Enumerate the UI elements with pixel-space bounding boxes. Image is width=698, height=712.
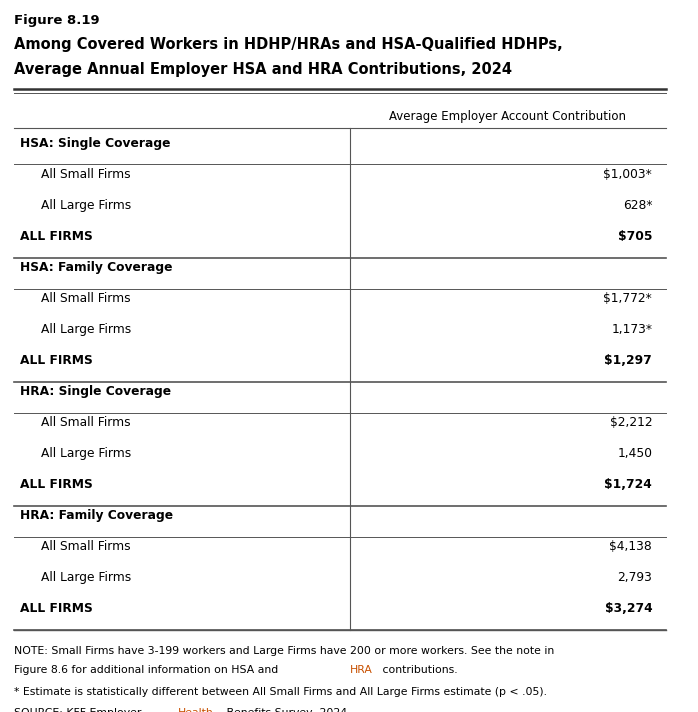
Text: $2,212: $2,212 (609, 416, 652, 429)
Text: Average Employer Account Contribution: Average Employer Account Contribution (389, 110, 626, 123)
Text: $705: $705 (618, 230, 652, 243)
Text: All Small Firms: All Small Firms (40, 540, 131, 553)
Text: HRA: HRA (350, 665, 373, 675)
Text: HSA: Single Coverage: HSA: Single Coverage (20, 137, 171, 150)
Text: All Large Firms: All Large Firms (40, 447, 131, 460)
Text: * Estimate is statistically different between All Small Firms and All Large Firm: * Estimate is statistically different be… (13, 688, 547, 698)
Text: NOTE: Small Firms have 3-199 workers and Large Firms have 200 or more workers. S: NOTE: Small Firms have 3-199 workers and… (13, 646, 554, 656)
Text: Average Annual Employer HSA and HRA Contributions, 2024: Average Annual Employer HSA and HRA Cont… (13, 61, 512, 76)
Text: $1,003*: $1,003* (604, 168, 652, 181)
Text: Figure 8.6 for additional information on HSA and: Figure 8.6 for additional information on… (13, 665, 281, 675)
Text: ALL FIRMS: ALL FIRMS (20, 230, 93, 243)
Text: HRA: Single Coverage: HRA: Single Coverage (20, 385, 172, 398)
Text: HRA: Family Coverage: HRA: Family Coverage (20, 509, 174, 523)
Text: Benefits Survey, 2024: Benefits Survey, 2024 (223, 708, 347, 712)
Text: 1,173*: 1,173* (611, 323, 652, 336)
Text: $4,138: $4,138 (609, 540, 652, 553)
Text: $1,297: $1,297 (604, 354, 652, 367)
Text: 628*: 628* (623, 199, 652, 212)
Text: Figure 8.19: Figure 8.19 (13, 14, 99, 27)
Text: $1,724: $1,724 (604, 478, 652, 491)
Text: All Small Firms: All Small Firms (40, 168, 131, 181)
Text: 2,793: 2,793 (617, 571, 652, 585)
Text: ALL FIRMS: ALL FIRMS (20, 602, 93, 615)
Text: $1,772*: $1,772* (604, 292, 652, 305)
Text: $3,274: $3,274 (604, 602, 652, 615)
Text: SOURCE: KFF Employer: SOURCE: KFF Employer (13, 708, 144, 712)
Text: All Large Firms: All Large Firms (40, 199, 131, 212)
Text: All Large Firms: All Large Firms (40, 571, 131, 585)
Text: 1,450: 1,450 (617, 447, 652, 460)
Text: Among Covered Workers in HDHP/HRAs and HSA-Qualified HDHPs,: Among Covered Workers in HDHP/HRAs and H… (13, 37, 563, 53)
Text: HSA: Family Coverage: HSA: Family Coverage (20, 261, 173, 274)
Text: All Small Firms: All Small Firms (40, 292, 131, 305)
Text: ALL FIRMS: ALL FIRMS (20, 478, 93, 491)
Text: ALL FIRMS: ALL FIRMS (20, 354, 93, 367)
Text: All Small Firms: All Small Firms (40, 416, 131, 429)
Text: contributions.: contributions. (378, 665, 457, 675)
Text: All Large Firms: All Large Firms (40, 323, 131, 336)
Text: Health: Health (178, 708, 214, 712)
